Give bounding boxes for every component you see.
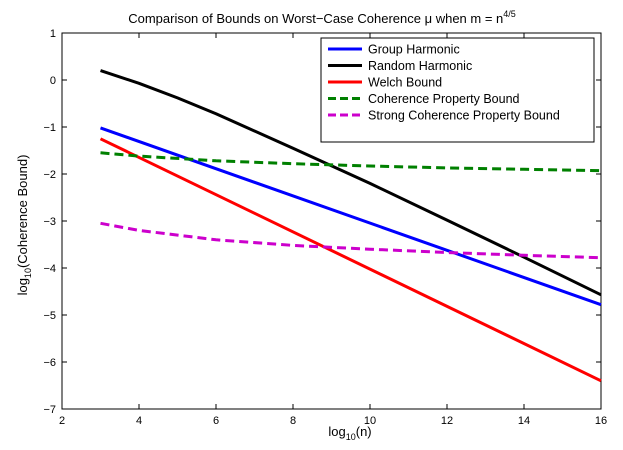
x-tick-label: 6 bbox=[213, 415, 219, 427]
series-lines bbox=[99, 69, 602, 383]
series-line-strong-coherence-property-bound bbox=[100, 221, 602, 260]
y-tick-label: −1 bbox=[43, 122, 56, 134]
y-tick-label: −3 bbox=[43, 216, 56, 228]
x-tick-label: 4 bbox=[136, 415, 142, 427]
legend-box bbox=[320, 37, 595, 143]
x-tick-label: 12 bbox=[441, 415, 453, 427]
x-tick-label: 2 bbox=[59, 415, 65, 427]
series-line-welch-bound bbox=[99, 137, 602, 383]
legend-label: Group Harmonic bbox=[368, 43, 460, 57]
x-axis-label: log10(n) bbox=[328, 424, 371, 442]
x-tick-label: 8 bbox=[290, 415, 296, 427]
legend-label: Strong Coherence Property Bound bbox=[368, 109, 560, 123]
series-line-group-harmonic bbox=[100, 126, 602, 307]
legend-label: Coherence Property Bound bbox=[368, 92, 520, 106]
x-tick-label: 10 bbox=[364, 415, 376, 427]
chart-title: Comparison of Bounds on Worst−Case Coher… bbox=[128, 9, 516, 26]
y-tick-label: −6 bbox=[43, 357, 56, 369]
x-tick-label: 14 bbox=[518, 415, 530, 427]
legend-label: Welch Bound bbox=[368, 76, 442, 90]
series-line-coherence-property-bound bbox=[100, 151, 602, 173]
series-line-random-harmonic bbox=[100, 69, 602, 297]
x-tick-label: 16 bbox=[595, 415, 607, 427]
y-axis-ticks: −7 −6 −5 −4 −3 −2 −1 0 1 bbox=[43, 28, 601, 416]
y-tick-label: 0 bbox=[50, 75, 56, 87]
y-tick-label: −2 bbox=[43, 169, 56, 181]
y-tick-label: 1 bbox=[50, 28, 56, 40]
legend: Group Harmonic Random Harmonic Welch Bound… bbox=[320, 37, 595, 143]
legend-label: Random Harmonic bbox=[368, 59, 472, 73]
y-tick-label: −4 bbox=[43, 263, 56, 275]
y-axis-label: log10(Coherence Bound) bbox=[15, 155, 33, 296]
y-tick-label: −7 bbox=[43, 404, 56, 416]
y-tick-label: −5 bbox=[43, 310, 56, 322]
x-axis-ticks: 2 4 6 8 10 12 14 16 bbox=[59, 33, 607, 427]
legend-items: Group Harmonic Random Harmonic Welch Bound… bbox=[328, 43, 560, 123]
